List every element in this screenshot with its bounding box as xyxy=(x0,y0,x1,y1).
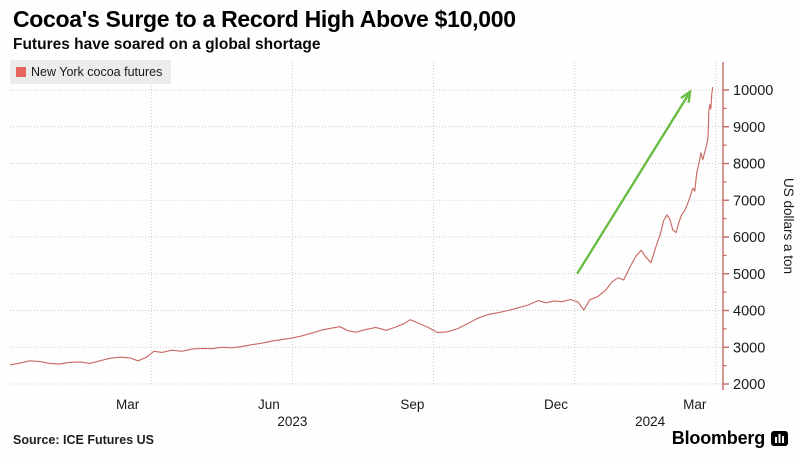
source-text: Source: ICE Futures US xyxy=(13,433,154,447)
y-tick-label: 4000 xyxy=(733,304,765,320)
x-tick-label: Sep xyxy=(400,397,424,412)
y-tick-label: 10000 xyxy=(733,83,773,99)
bloomberg-wordmark: Bloomberg xyxy=(671,428,765,448)
y-tick-label: 5000 xyxy=(733,267,765,283)
legend-label: New York cocoa futures xyxy=(31,65,163,79)
bloomberg-terminal-icon xyxy=(771,431,788,446)
x-year-label: 2024 xyxy=(635,414,666,429)
price-line xyxy=(9,87,714,366)
y-tick-label: 6000 xyxy=(733,230,765,246)
y-tick-label: 7000 xyxy=(733,193,765,209)
page-subtitle: Futures have soared on a global shortage xyxy=(13,36,321,53)
y-axis-title: US dollars a ton xyxy=(781,178,796,274)
legend-swatch-icon xyxy=(16,67,26,77)
surge-arrow-head xyxy=(680,89,692,103)
bloomberg-logo: Bloomberg xyxy=(672,428,788,449)
y-tick-label: 9000 xyxy=(733,120,765,136)
x-tick-label: Mar xyxy=(683,397,707,412)
y-tick-label: 8000 xyxy=(733,157,765,173)
x-tick-label: Mar xyxy=(116,397,140,412)
surge-arrow xyxy=(576,91,692,275)
x-tick-label: Dec xyxy=(544,397,568,412)
y-tick-label: 2000 xyxy=(733,377,765,393)
page-title: Cocoa's Surge to a Record High Above $10… xyxy=(13,6,516,32)
x-tick-label: Jun xyxy=(258,397,280,412)
x-year-label: 2023 xyxy=(277,414,307,429)
chart-legend: New York cocoa futures xyxy=(10,60,172,84)
y-tick-label: 3000 xyxy=(733,340,765,356)
